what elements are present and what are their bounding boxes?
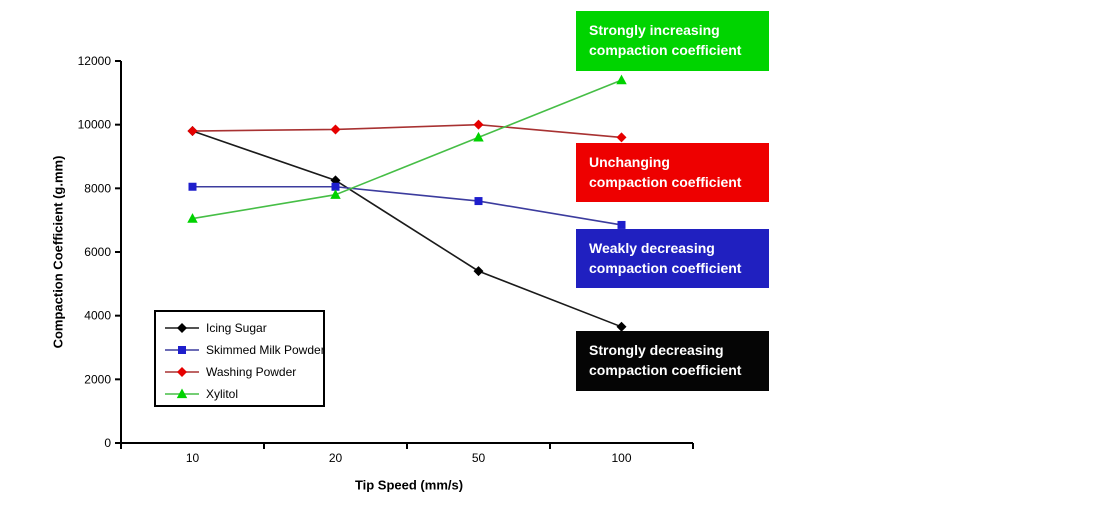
y-tick-label: 10000 bbox=[78, 118, 112, 132]
y-tick-label: 6000 bbox=[84, 245, 111, 259]
data-point-xylitol bbox=[473, 131, 484, 142]
xylitol-marker-icon bbox=[165, 388, 199, 399]
legend-item-washing-powder: Washing Powder bbox=[164, 361, 323, 383]
data-point-skimmed-milk-powder bbox=[188, 182, 197, 191]
data-point-skimmed-milk-powder bbox=[331, 182, 340, 191]
y-axis-title: Compaction Coefficient (g.mm) bbox=[50, 155, 66, 349]
data-point-washing-powder bbox=[616, 132, 627, 143]
legend-marker-shape bbox=[178, 346, 186, 354]
data-point-xylitol bbox=[187, 213, 198, 223]
legend-label: Icing Sugar bbox=[206, 321, 267, 335]
x-tick-label: 10 bbox=[186, 451, 200, 465]
series-skimmed-milk-powder bbox=[188, 182, 626, 229]
legend-label: Xylitol bbox=[206, 387, 239, 401]
skimmed-milk-powder-marker-icon bbox=[165, 346, 199, 354]
data-point-icing-sugar bbox=[473, 266, 484, 277]
y-tick-label: 2000 bbox=[84, 372, 111, 386]
data-point-icing-sugar bbox=[616, 321, 627, 332]
series-line-skimmed-milk-powder bbox=[192, 185, 622, 226]
data-point-washing-powder bbox=[330, 124, 341, 135]
washing-powder-marker-icon bbox=[165, 367, 199, 377]
series-xylitol bbox=[187, 74, 627, 223]
x-tick-label: 100 bbox=[611, 451, 631, 465]
annotation-unchanging: Unchanging compaction coefficient bbox=[576, 143, 769, 202]
y-tick-label: 8000 bbox=[84, 181, 111, 195]
series-line-icing-sugar bbox=[192, 130, 622, 328]
y-tick-label: 0 bbox=[104, 436, 111, 450]
legend-marker-shape bbox=[177, 367, 187, 377]
x-tick-label: 20 bbox=[329, 451, 343, 465]
legend-item-icing-sugar: Icing Sugar bbox=[164, 317, 323, 339]
data-point-xylitol bbox=[616, 74, 627, 85]
legend: Icing Sugar Skimmed Milk Powder Washing … bbox=[154, 310, 325, 407]
annotation-weakly-decreasing: Weakly decreasing compaction coefficient bbox=[576, 229, 769, 288]
series-icing-sugar bbox=[187, 126, 627, 332]
series-line-xylitol bbox=[192, 79, 622, 220]
legend-label: Washing Powder bbox=[206, 365, 297, 379]
series-washing-powder bbox=[187, 119, 627, 143]
legend-item-skimmed-milk-powder: Skimmed Milk Powder bbox=[164, 339, 325, 361]
annotation-strongly-decreasing: Strongly decreasing compaction coefficie… bbox=[576, 331, 769, 391]
series-line-washing-powder bbox=[192, 123, 622, 139]
x-axis-title: Tip Speed (mm/s) bbox=[354, 477, 464, 493]
data-point-skimmed-milk-powder bbox=[474, 197, 483, 206]
data-point-washing-powder bbox=[187, 126, 198, 137]
legend-marker-shape bbox=[177, 323, 187, 333]
legend-item-xylitol: Xylitol bbox=[164, 383, 323, 405]
y-tick-label: 12000 bbox=[78, 54, 112, 68]
data-point-skimmed-milk-powder bbox=[617, 220, 626, 229]
x-tick-label: 50 bbox=[472, 451, 486, 465]
legend-marker-shape bbox=[176, 388, 188, 399]
legend-label: Skimmed Milk Powder bbox=[206, 343, 325, 357]
data-point-xylitol bbox=[330, 189, 341, 199]
y-tick-label: 4000 bbox=[84, 309, 111, 323]
annotation-strongly-increasing: Strongly increasing compaction coefficie… bbox=[576, 11, 769, 71]
icing-sugar-marker-icon bbox=[165, 323, 199, 333]
data-point-washing-powder bbox=[473, 119, 484, 130]
